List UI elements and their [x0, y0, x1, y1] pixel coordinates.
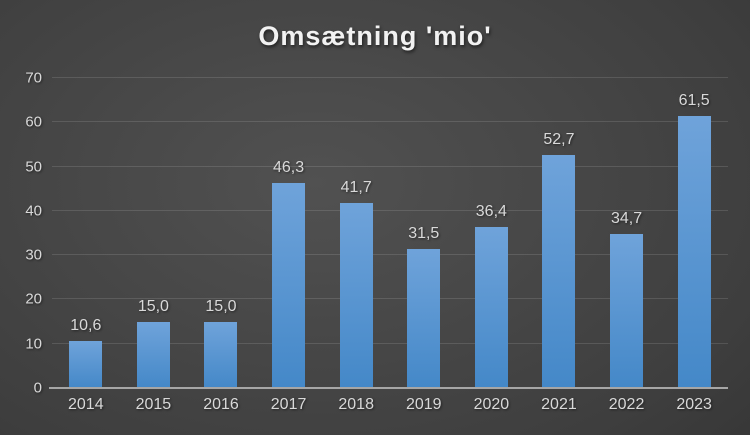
bar-2017	[272, 182, 306, 388]
bar-2020	[474, 226, 508, 388]
bar-2021	[542, 154, 576, 388]
bar-value-label: 52,7	[543, 130, 575, 148]
bar-2016	[204, 321, 238, 388]
x-tick-label: 2020	[473, 396, 510, 413]
bar-2014	[69, 341, 103, 388]
bar-2023	[677, 115, 711, 388]
gridline	[52, 121, 728, 123]
gridline	[52, 342, 728, 344]
bar-column-2017: 46,3	[255, 78, 323, 388]
bar-value-label: 10,6	[70, 317, 102, 335]
gridline	[52, 77, 728, 78]
y-tick-label: 60	[25, 113, 42, 131]
bar-2019	[407, 248, 441, 388]
bar-column-2022: 34,7	[593, 78, 661, 388]
y-tick-label: 50	[25, 158, 42, 176]
bar-value-label: 36,4	[475, 202, 507, 220]
y-tick-label: 70	[25, 69, 42, 87]
x-tick-label: 2022	[608, 396, 645, 413]
gridline	[52, 165, 728, 167]
gridline	[52, 209, 728, 211]
bar-column-2019: 31,5	[390, 78, 458, 388]
x-tick-label: 2017	[270, 396, 307, 413]
bar-column-2014: 10,6	[52, 78, 120, 388]
y-axis: 0 10 20 30 40 50 60 70	[0, 70, 42, 397]
bar-value-label: 46,3	[273, 158, 305, 176]
y-tick-label: 10	[25, 335, 42, 353]
x-tick-label: 2023	[676, 396, 712, 413]
bar-column-2016: 15,0	[187, 78, 255, 388]
x-axis: 2014 2015 2016 2017 2018 2019 2020 2021 2022 2023	[52, 396, 728, 414]
bar-value-label: 41,7	[340, 179, 372, 197]
bar-column-2015: 15,0	[120, 78, 188, 388]
y-tick-label: 0	[33, 379, 42, 397]
y-tick-label: 20	[25, 290, 42, 308]
bar-2018	[339, 203, 373, 388]
bar-value-label: 61,5	[678, 91, 710, 109]
bar-column-2018: 41,7	[322, 78, 390, 388]
bar-2015	[136, 321, 170, 388]
bar-value-label: 15,0	[137, 297, 169, 315]
chart-title: Omsætning 'mio'	[258, 21, 492, 51]
bar-series: 10,6 15,0 15,0 46,3 41,7 31,5 36,4 52,7 34,7 61,5	[52, 78, 728, 388]
x-axis-line	[49, 387, 728, 389]
x-tick-label: 2016	[203, 396, 239, 413]
bar-column-2020: 36,4	[458, 78, 526, 388]
bar-value-label: 15,0	[205, 297, 237, 315]
bar-column-2021: 52,7	[525, 78, 593, 388]
x-tick-label: 2014	[68, 396, 104, 413]
gridline	[52, 298, 728, 300]
y-tick-label: 40	[25, 202, 42, 220]
bar-value-label: 34,7	[610, 210, 643, 228]
bar-2022	[610, 234, 644, 388]
bar-value-label: 31,5	[408, 224, 440, 242]
plot-area: 10,6 15,0 15,0 46,3 41,7 31,5 36,4 52,7 34,7 61,5	[49, 77, 728, 389]
x-tick-label: 2015	[135, 396, 172, 413]
x-tick-label: 2019	[405, 396, 442, 413]
x-tick-label: 2021	[541, 396, 577, 413]
bar-column-2023: 61,5	[660, 78, 728, 388]
x-tick-label: 2018	[338, 396, 374, 413]
y-tick-label: 30	[25, 246, 42, 264]
gridline	[52, 254, 728, 256]
